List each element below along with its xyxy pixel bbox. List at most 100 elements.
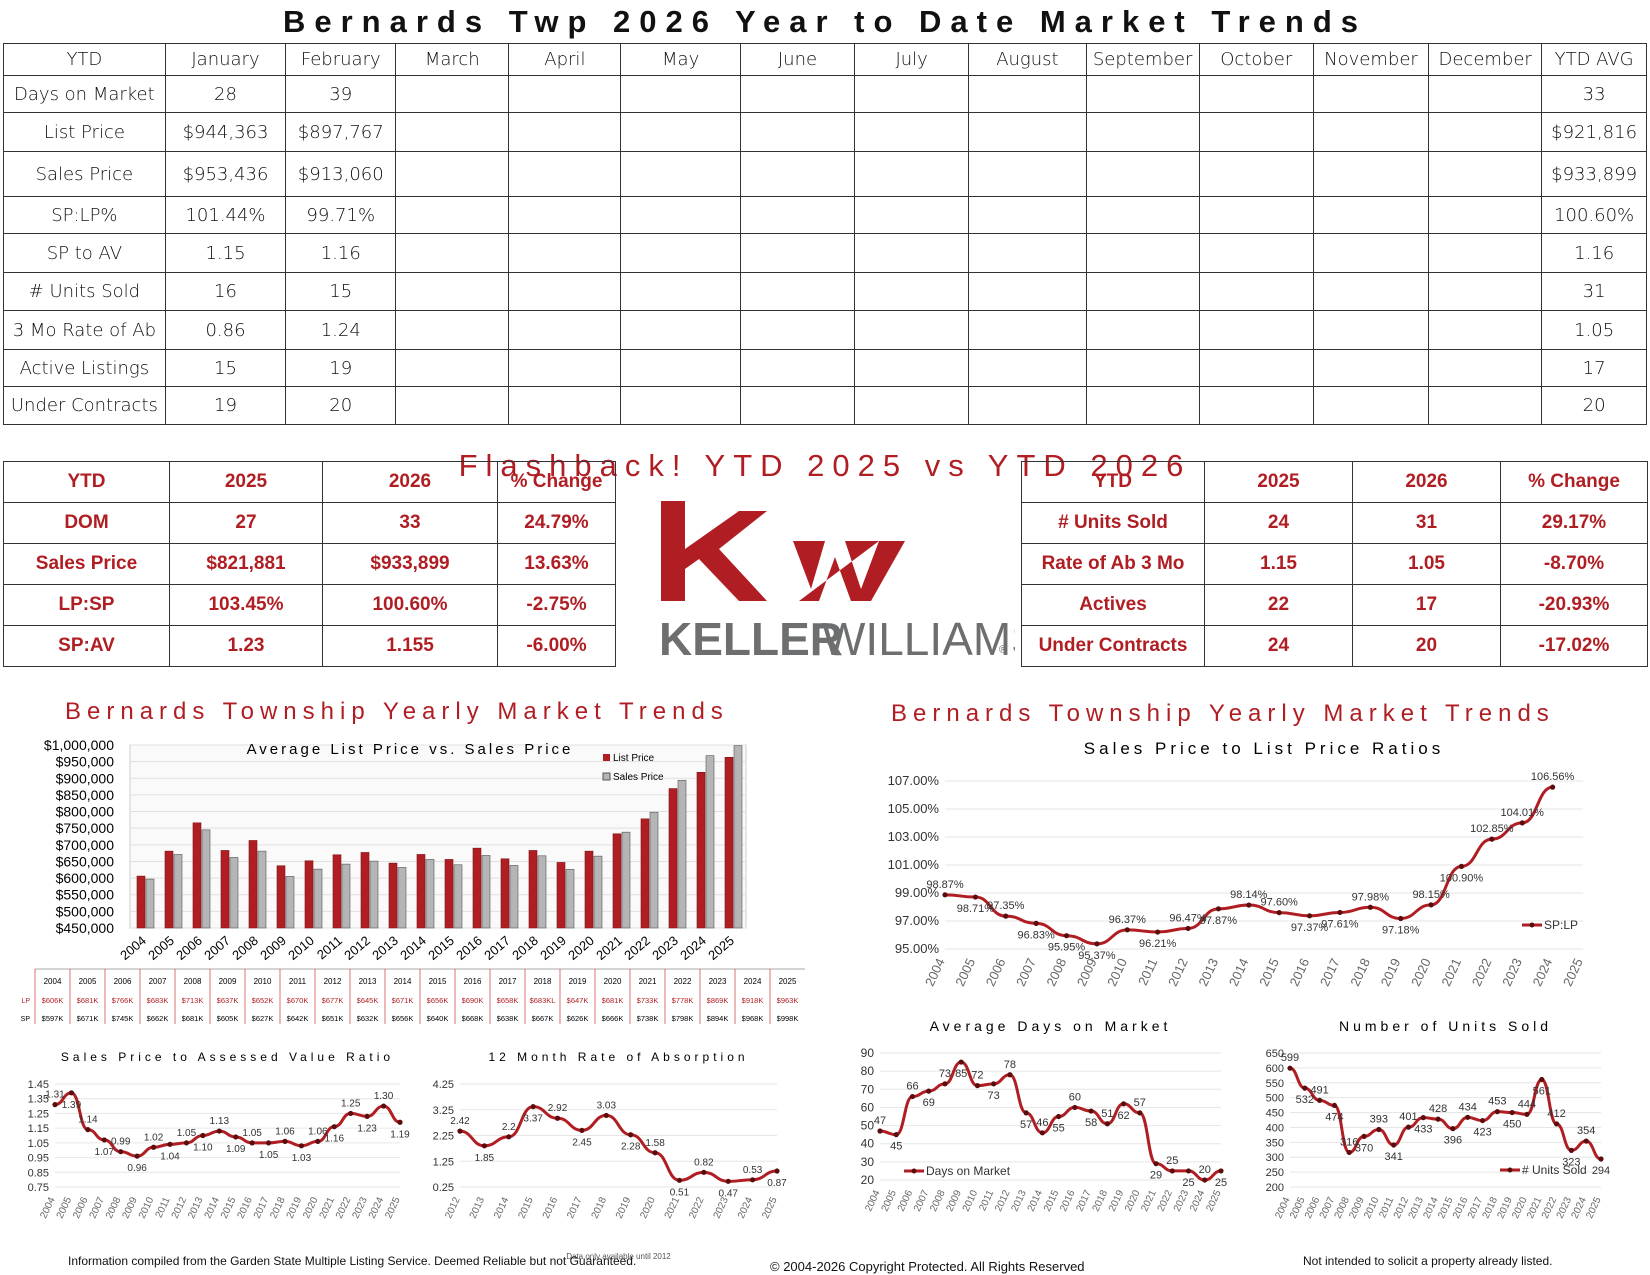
dom-y-tick: 90 <box>861 1046 875 1060</box>
dom-data-point <box>958 1059 964 1065</box>
price-y-tick: $600,000 <box>56 870 115 886</box>
splp-data-point <box>1367 904 1373 910</box>
list-price-bar <box>220 850 230 929</box>
price-table-lp-key: LP <box>21 998 30 1005</box>
ytd-cell-empty <box>1428 310 1543 350</box>
splp-y-tick: 107.00% <box>888 773 940 788</box>
splp-data-point <box>1489 836 1495 842</box>
absorb-data-point <box>481 1143 487 1149</box>
splp-x-tick: 2018 <box>1347 956 1373 989</box>
ytd-cell-empty <box>395 349 510 387</box>
flashback-header-cell: % Change <box>1500 461 1648 503</box>
ytd-table: YTD January February March April May June July A… <box>3 43 1647 425</box>
price-table-lp: $869K <box>707 996 729 1005</box>
price-x-tick: 2020 <box>565 933 597 963</box>
spav-data-label: 1.05 <box>259 1150 279 1161</box>
ytd-cell-empty <box>1198 112 1314 152</box>
dom-data-point <box>1185 1168 1192 1174</box>
sales-price-bar <box>173 854 183 929</box>
ytd-cell-jan: 1.15 <box>164 233 287 273</box>
price-x-tick: 2014 <box>397 933 429 963</box>
footer-solicit-note: Not intended to solicit a property alrea… <box>1303 1254 1553 1268</box>
spav-data-point <box>364 1113 370 1119</box>
spav-data-point <box>216 1128 222 1134</box>
dom-legend-marker <box>911 1168 917 1174</box>
price-x-tick: 2005 <box>145 933 177 963</box>
spav-data-point <box>298 1143 305 1149</box>
splp-data-point <box>1094 941 1100 947</box>
price-table-sp: $668K <box>462 1014 484 1023</box>
price-table-lp: $658K <box>497 996 519 1005</box>
absorb-x-tick: 2015 <box>517 1195 537 1220</box>
flashback-cell: 27 <box>169 502 323 544</box>
units-data-label: 412 <box>1547 1108 1565 1120</box>
ytd-cell-empty <box>395 196 510 234</box>
splp-data-label: 96.47% <box>1169 912 1207 924</box>
units-legend-marker <box>1507 1167 1513 1173</box>
price-table-year: 2013 <box>359 977 377 986</box>
flashback-cell: 24 <box>1204 502 1353 544</box>
flashback-cell: Rate of Ab 3 Mo <box>1021 543 1205 585</box>
ytd-cell-empty <box>1198 349 1314 387</box>
units-y-tick: 500 <box>1266 1093 1284 1105</box>
units-data-point <box>1583 1138 1589 1144</box>
splp-x-tick: 2007 <box>1013 956 1039 989</box>
ytd-cell-feb: 19 <box>285 349 397 387</box>
absorb-data-label: 2.92 <box>548 1103 568 1114</box>
ytd-cell-empty <box>1085 151 1200 197</box>
ytd-cell-avg: 20 <box>1541 386 1647 425</box>
sales-price-bar <box>257 850 267 929</box>
list-price-bar <box>332 854 342 929</box>
splp-data-point <box>1185 925 1191 932</box>
absorb-x-tick: 2018 <box>590 1195 610 1220</box>
price-table-year: 2023 <box>709 977 727 986</box>
price-table-lp: $963K <box>777 996 799 1005</box>
splp-x-tick: 2024 <box>1530 956 1556 989</box>
ytd-cell-feb: 99.71% <box>285 196 397 234</box>
price-table-year: 2021 <box>639 977 657 986</box>
sales-price-bar <box>313 868 323 929</box>
dom-legend-label: Days on Market <box>926 1164 1011 1178</box>
price-x-tick: 2007 <box>201 933 233 963</box>
dom-data-label: 62 <box>1117 1110 1129 1122</box>
units-data-point <box>1391 1142 1397 1148</box>
ytd-cell-empty <box>739 196 856 234</box>
splp-y-tick: 99.00% <box>895 885 940 900</box>
units-data-label: 450 <box>1503 1119 1521 1131</box>
units-data-label: 323 <box>1562 1156 1580 1168</box>
ytd-cell-avg: $921,816 <box>1541 112 1647 152</box>
absorb-x-tick: 2016 <box>541 1195 561 1220</box>
dom-chart-title: Average Days on Market <box>930 1018 1172 1034</box>
price-table-lp: $681K <box>602 996 624 1005</box>
price-x-tick: 2023 <box>649 933 681 963</box>
price-table-year: 2017 <box>499 977 517 986</box>
list-price-bar <box>556 862 566 929</box>
splp-data-point <box>1246 902 1252 908</box>
price-y-tick: $900,000 <box>56 770 115 786</box>
splp-data-point <box>972 894 978 900</box>
units-data-point <box>1539 1076 1545 1083</box>
splp-y-tick: 101.00% <box>888 857 940 872</box>
flashback-cell: 33 <box>322 502 498 544</box>
absorb-data-point <box>457 1128 463 1134</box>
ytd-cell-label: Active Listings <box>3 349 166 387</box>
spav-y-tick: 1.25 <box>28 1108 49 1120</box>
price-x-tick: 2010 <box>285 933 317 963</box>
splp-data-label: 97.87% <box>1200 915 1238 927</box>
list-price-bar <box>248 840 258 929</box>
ytd-cell-empty <box>739 233 856 273</box>
spav-data-point <box>331 1124 337 1130</box>
spav-chart-title: Sales Price to Assessed Value Ratio <box>61 1050 394 1064</box>
list-price-bar <box>500 858 510 929</box>
price-x-tick: 2008 <box>229 933 261 963</box>
ytd-cell-empty <box>1085 112 1200 152</box>
spav-data-point <box>85 1127 91 1133</box>
spav-y-tick: 1.45 <box>28 1079 49 1091</box>
ytd-cell-empty <box>1085 272 1200 311</box>
flashback-cell: 24.79% <box>497 502 616 544</box>
spav-data-point <box>101 1137 107 1143</box>
flashback-cell: 20 <box>1352 625 1501 667</box>
ytd-cell-empty <box>739 75 856 113</box>
absorb-x-tick: 2017 <box>565 1195 585 1220</box>
splp-y-tick: 97.00% <box>895 913 940 928</box>
